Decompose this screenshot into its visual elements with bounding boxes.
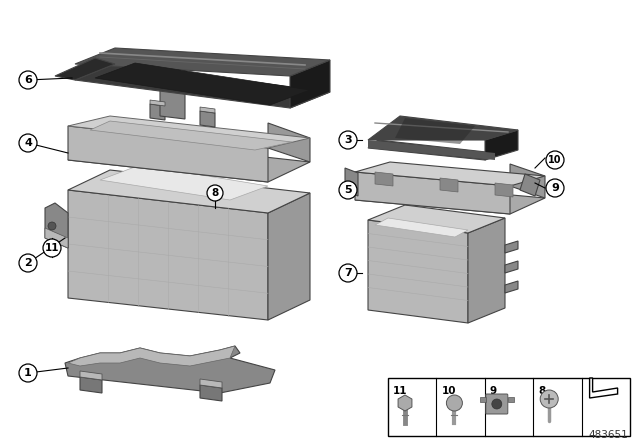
Circle shape bbox=[48, 222, 56, 230]
Polygon shape bbox=[68, 126, 268, 182]
Circle shape bbox=[339, 181, 357, 199]
Polygon shape bbox=[355, 184, 545, 214]
Polygon shape bbox=[80, 377, 102, 393]
Polygon shape bbox=[368, 116, 518, 140]
Text: 5: 5 bbox=[344, 185, 352, 195]
Text: 2: 2 bbox=[24, 258, 32, 268]
Text: 4: 4 bbox=[24, 138, 32, 148]
Polygon shape bbox=[440, 178, 458, 192]
Circle shape bbox=[540, 390, 558, 408]
Polygon shape bbox=[200, 107, 215, 113]
Polygon shape bbox=[368, 220, 468, 323]
Text: 10: 10 bbox=[442, 386, 456, 396]
Circle shape bbox=[546, 179, 564, 197]
Polygon shape bbox=[68, 116, 310, 148]
Circle shape bbox=[207, 185, 223, 201]
Text: 10: 10 bbox=[548, 155, 562, 165]
Circle shape bbox=[546, 151, 564, 169]
Circle shape bbox=[339, 264, 357, 282]
Text: 9: 9 bbox=[490, 386, 497, 396]
Polygon shape bbox=[355, 172, 510, 214]
FancyBboxPatch shape bbox=[508, 397, 514, 402]
Circle shape bbox=[19, 134, 37, 152]
Text: 11: 11 bbox=[393, 386, 408, 396]
Polygon shape bbox=[468, 218, 505, 323]
Polygon shape bbox=[375, 218, 468, 237]
Polygon shape bbox=[68, 346, 235, 366]
Text: 11: 11 bbox=[45, 243, 60, 253]
Polygon shape bbox=[495, 183, 513, 197]
Circle shape bbox=[43, 239, 61, 257]
Polygon shape bbox=[375, 172, 393, 186]
Polygon shape bbox=[398, 395, 412, 411]
Polygon shape bbox=[520, 174, 540, 196]
Polygon shape bbox=[505, 281, 518, 293]
Text: 9: 9 bbox=[551, 183, 559, 193]
Circle shape bbox=[19, 254, 37, 272]
Polygon shape bbox=[505, 261, 518, 273]
Polygon shape bbox=[68, 170, 310, 213]
Text: 8: 8 bbox=[211, 188, 219, 198]
Polygon shape bbox=[150, 100, 165, 106]
Polygon shape bbox=[55, 58, 115, 80]
Circle shape bbox=[447, 395, 463, 411]
Polygon shape bbox=[200, 379, 222, 388]
Polygon shape bbox=[268, 123, 310, 162]
Text: 8: 8 bbox=[538, 386, 545, 396]
Polygon shape bbox=[80, 371, 102, 380]
Polygon shape bbox=[395, 118, 475, 144]
FancyBboxPatch shape bbox=[486, 394, 508, 414]
Polygon shape bbox=[90, 121, 292, 150]
Polygon shape bbox=[290, 60, 330, 108]
Polygon shape bbox=[485, 130, 518, 160]
Polygon shape bbox=[65, 346, 275, 393]
Text: 483651: 483651 bbox=[588, 430, 628, 440]
FancyBboxPatch shape bbox=[388, 378, 630, 436]
Polygon shape bbox=[200, 111, 215, 127]
Polygon shape bbox=[368, 140, 495, 160]
Text: 7: 7 bbox=[344, 268, 352, 278]
Polygon shape bbox=[45, 228, 68, 248]
Circle shape bbox=[19, 364, 37, 382]
Polygon shape bbox=[75, 64, 330, 108]
Polygon shape bbox=[68, 190, 268, 320]
Circle shape bbox=[19, 71, 37, 89]
Polygon shape bbox=[160, 84, 185, 90]
Polygon shape bbox=[68, 140, 310, 182]
Polygon shape bbox=[45, 203, 68, 248]
Polygon shape bbox=[95, 63, 310, 105]
Circle shape bbox=[339, 131, 357, 149]
Polygon shape bbox=[510, 164, 545, 198]
Circle shape bbox=[492, 399, 502, 409]
Polygon shape bbox=[160, 86, 185, 119]
Polygon shape bbox=[345, 168, 358, 196]
Polygon shape bbox=[505, 241, 518, 253]
Polygon shape bbox=[368, 140, 495, 160]
Polygon shape bbox=[75, 48, 330, 76]
Text: 6: 6 bbox=[24, 75, 32, 85]
Polygon shape bbox=[150, 104, 165, 120]
Polygon shape bbox=[268, 193, 310, 320]
Polygon shape bbox=[589, 378, 618, 398]
Polygon shape bbox=[100, 165, 268, 200]
FancyBboxPatch shape bbox=[480, 397, 486, 402]
Text: 3: 3 bbox=[344, 135, 352, 145]
Polygon shape bbox=[368, 205, 505, 233]
Polygon shape bbox=[200, 385, 222, 401]
Text: 1: 1 bbox=[24, 368, 32, 378]
Polygon shape bbox=[355, 162, 545, 186]
